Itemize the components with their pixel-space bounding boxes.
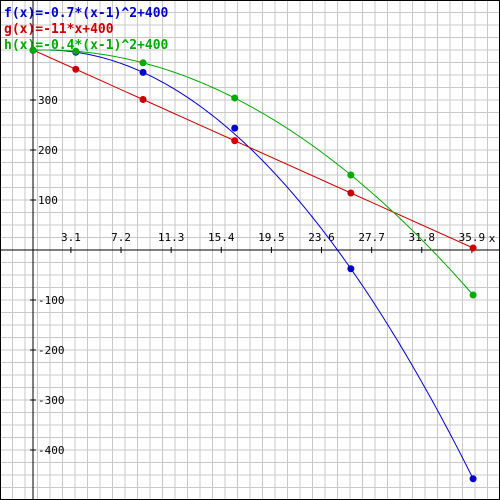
x-tick-label: 15.4 [208,231,235,244]
data-point-series-2 [139,96,147,103]
data-point-series-1 [231,124,239,132]
x-tick-label: 23.6 [308,231,335,244]
x-tick-label: 35.9 [459,231,486,244]
x-tick-label: 3.1 [61,231,81,244]
y-tick-label: 200 [38,144,58,157]
x-tick-label: 27.7 [358,231,385,244]
data-point-series-3 [347,171,355,179]
legend-entry-1: f(x)=-0.7*(x-1)^2+400 [4,6,169,21]
y-tick-label: -100 [38,294,65,307]
data-points [29,46,477,483]
y-tick-label: -200 [38,344,65,357]
series-line-1 [32,49,474,479]
data-point-series-3 [72,47,80,55]
x-tick-label: 7.2 [111,231,131,244]
series-line-2 [32,49,474,249]
x-tick-label: 19.5 [258,231,285,244]
y-tick-label: -300 [38,394,65,407]
curves [32,49,474,479]
legend-entry-2: g(x)=-11*x+400 [4,22,114,37]
y-tick-label: -400 [38,444,65,457]
legend-entry-3: h(x)=-0.4*(x-1)^2+400 [4,38,169,53]
data-point-series-2 [469,244,477,252]
data-point-series-3 [469,291,477,299]
series-line-3 [32,49,474,296]
data-point-series-1 [469,475,477,483]
x-tick-label: 11.3 [158,231,185,244]
data-point-series-3 [231,94,239,102]
data-point-series-1 [347,265,355,273]
x-tick-label: 31.8 [409,231,436,244]
legend: f(x)=-0.7*(x-1)^2+400g(x)=-11*x+400h(x)=… [4,6,169,53]
data-point-series-2 [231,137,239,145]
tick-labels: 3.1 7.2 11.3 15.4 19.5 23.6 27.7 31.8 35.9 -400 -3… [38,94,496,457]
data-point-series-2 [72,65,80,73]
data-point-series-3 [29,46,37,54]
data-point-series-3 [139,59,147,67]
data-point-series-2 [347,189,355,197]
data-point-series-1 [139,68,147,76]
y-tick-label: 300 [38,94,58,107]
x-axis-label: x [489,232,496,245]
y-tick-label: 100 [38,194,58,207]
